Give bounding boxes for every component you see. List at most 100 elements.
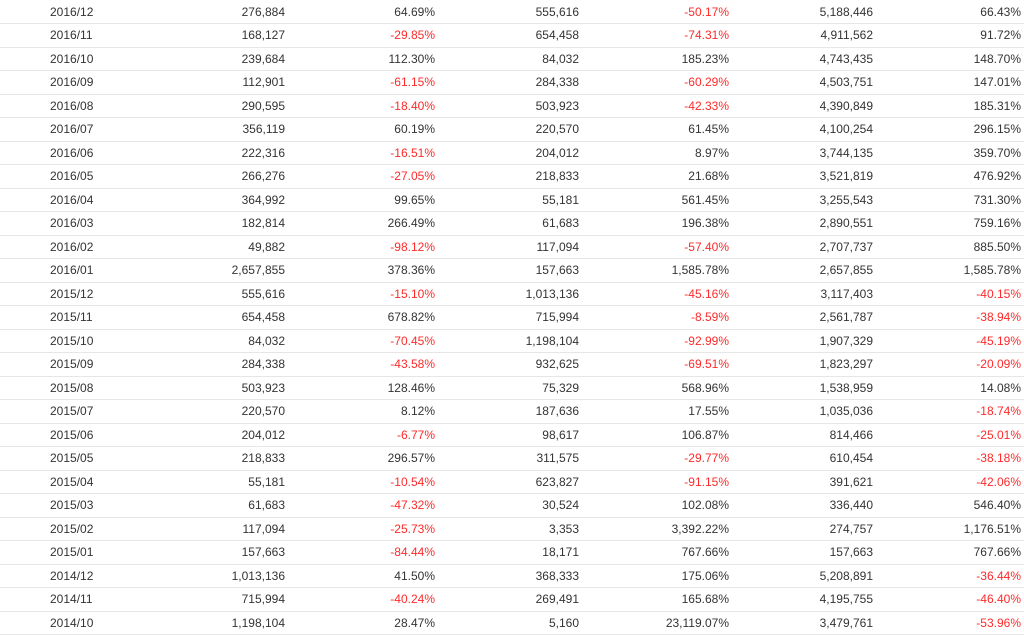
value-cell: 1,013,136 — [435, 282, 582, 306]
value-cell: 654,458 — [150, 305, 288, 330]
change-cell: -8.59% — [582, 305, 729, 330]
table-row: 2016/09 112,901 -61.15% 284,338 -60.29% 4,503… — [0, 70, 1024, 95]
value-cell: 284,338 — [150, 352, 288, 377]
month-cell: 2016/05 — [0, 164, 150, 189]
change-cell: 476.92% — [876, 164, 1024, 189]
cumulative-cell: 3,744,135 — [729, 141, 876, 165]
change-cell: -50.17% — [582, 0, 729, 24]
change-cell: -27.05% — [288, 164, 435, 189]
change-cell: 1,176.51% — [876, 517, 1024, 541]
table-row: 2016/11 168,127 -29.85% 654,458 -74.31% 4,911… — [0, 23, 1024, 48]
cumulative-cell: 814,466 — [729, 423, 876, 447]
change-cell: -84.44% — [288, 540, 435, 565]
change-cell: 678.82% — [288, 305, 435, 330]
month-cell: 2015/08 — [0, 376, 150, 400]
value-cell: 1,198,104 — [435, 329, 582, 353]
change-cell: -16.51% — [288, 141, 435, 165]
cumulative-cell: 5,208,891 — [729, 564, 876, 588]
change-cell: 3,392.22% — [582, 517, 729, 541]
change-cell: 64.69% — [288, 0, 435, 24]
change-cell: 128.46% — [288, 376, 435, 400]
value-cell: 222,316 — [150, 141, 288, 165]
cumulative-cell: 2,890,551 — [729, 211, 876, 236]
month-cell: 2014/11 — [0, 587, 150, 612]
change-cell: 767.66% — [876, 540, 1024, 565]
change-cell: -43.58% — [288, 352, 435, 377]
change-cell: 8.12% — [288, 399, 435, 424]
value-cell: 49,882 — [150, 235, 288, 259]
change-cell: -15.10% — [288, 282, 435, 306]
change-cell: -45.19% — [876, 329, 1024, 353]
cumulative-cell: 1,538,959 — [729, 376, 876, 400]
change-cell: 17.55% — [582, 399, 729, 424]
value-cell: 555,616 — [435, 0, 582, 24]
table-row: 2015/02 117,094 -25.73% 3,353 3,392.22% 274,7… — [0, 517, 1024, 541]
value-cell: 98,617 — [435, 423, 582, 447]
value-cell: 266,276 — [150, 164, 288, 189]
table-row: 2015/03 61,683 -47.32% 30,524 102.08% 336,440… — [0, 493, 1024, 518]
table-row: 2016/01 2,657,855 378.36% 157,663 1,585.78% 2… — [0, 258, 1024, 283]
value-cell: 55,181 — [150, 470, 288, 494]
month-cell: 2016/07 — [0, 117, 150, 142]
month-cell: 2015/10 — [0, 329, 150, 353]
value-cell: 2,657,855 — [150, 258, 288, 283]
change-cell: -47.32% — [288, 493, 435, 518]
change-cell: -61.15% — [288, 70, 435, 95]
table-row: 2015/11 654,458 678.82% 715,994 -8.59% 2,561,… — [0, 305, 1024, 330]
change-cell: -29.85% — [288, 23, 435, 48]
change-cell: -53.96% — [876, 611, 1024, 635]
value-cell: 269,491 — [435, 587, 582, 612]
change-cell: -6.77% — [288, 423, 435, 447]
table-row: 2016/02 49,882 -98.12% 117,094 -57.40% 2,707,… — [0, 235, 1024, 259]
change-cell: -25.01% — [876, 423, 1024, 447]
change-cell: 378.36% — [288, 258, 435, 283]
table-row: 2015/09 284,338 -43.58% 932,625 -69.51% 1,823… — [0, 352, 1024, 377]
value-cell: 284,338 — [435, 70, 582, 95]
month-cell: 2015/03 — [0, 493, 150, 518]
change-cell: 28.47% — [288, 611, 435, 635]
value-cell: 218,833 — [435, 164, 582, 189]
value-cell: 157,663 — [435, 258, 582, 283]
value-cell: 239,684 — [150, 47, 288, 71]
value-cell: 157,663 — [150, 540, 288, 565]
change-cell: -20.09% — [876, 352, 1024, 377]
value-cell: 1,013,136 — [150, 564, 288, 588]
change-cell: 546.40% — [876, 493, 1024, 518]
cumulative-cell: 4,100,254 — [729, 117, 876, 142]
month-cell: 2014/10 — [0, 611, 150, 635]
value-cell: 290,595 — [150, 94, 288, 118]
change-cell: 731.30% — [876, 188, 1024, 212]
value-cell: 61,683 — [150, 493, 288, 518]
value-cell: 715,994 — [435, 305, 582, 330]
table-row: 2014/12 1,013,136 41.50% 368,333 175.06% 5,20… — [0, 564, 1024, 588]
cumulative-cell: 4,743,435 — [729, 47, 876, 71]
value-cell: 555,616 — [150, 282, 288, 306]
value-cell: 654,458 — [435, 23, 582, 48]
cumulative-cell: 4,195,755 — [729, 587, 876, 612]
change-cell: -25.73% — [288, 517, 435, 541]
month-cell: 2016/01 — [0, 258, 150, 283]
change-cell: 296.15% — [876, 117, 1024, 142]
change-cell: 106.87% — [582, 423, 729, 447]
value-cell: 932,625 — [435, 352, 582, 377]
change-cell: 91.72% — [876, 23, 1024, 48]
change-cell: -42.33% — [582, 94, 729, 118]
cumulative-cell: 5,188,446 — [729, 0, 876, 24]
change-cell: 14.08% — [876, 376, 1024, 400]
table-row: 2015/10 84,032 -70.45% 1,198,104 -92.99% 1,90… — [0, 329, 1024, 353]
change-cell: -42.06% — [876, 470, 1024, 494]
change-cell: -10.54% — [288, 470, 435, 494]
value-cell: 75,329 — [435, 376, 582, 400]
value-cell: 623,827 — [435, 470, 582, 494]
month-cell: 2016/03 — [0, 211, 150, 236]
value-cell: 187,636 — [435, 399, 582, 424]
cumulative-cell: 2,657,855 — [729, 258, 876, 283]
change-cell: 175.06% — [582, 564, 729, 588]
cumulative-cell: 2,707,737 — [729, 235, 876, 259]
change-cell: -29.77% — [582, 446, 729, 471]
value-cell: 182,814 — [150, 211, 288, 236]
change-cell: -45.16% — [582, 282, 729, 306]
change-cell: 147.01% — [876, 70, 1024, 95]
change-cell: 41.50% — [288, 564, 435, 588]
